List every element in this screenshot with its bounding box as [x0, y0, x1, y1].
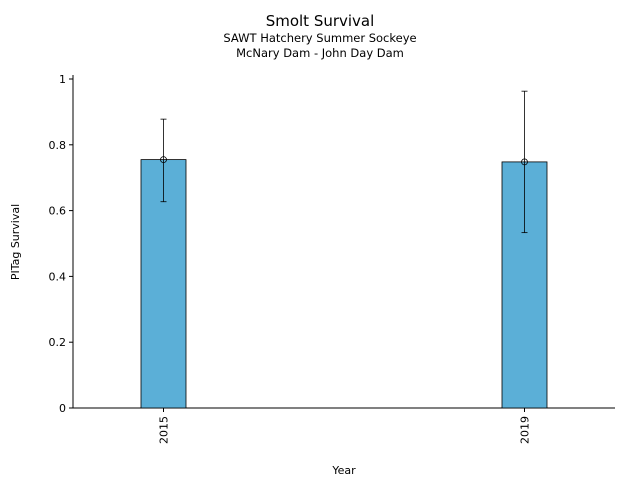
- point-marker-2019: [521, 158, 528, 166]
- chart-subtitle-line-1: SAWT Hatchery Summer Sockeye: [223, 31, 417, 45]
- x-tick-label-2019: 2019: [519, 416, 532, 444]
- chart-title: Smolt Survival: [265, 12, 375, 30]
- y-tick-label: 0.8: [49, 139, 67, 152]
- point-marker-2015: [160, 156, 167, 164]
- y-tick-label: 0.6: [49, 205, 67, 218]
- y-tick-label: 0: [59, 402, 66, 415]
- y-tick-label: 0.2: [49, 336, 67, 349]
- y-axis-label: PITag Survival: [9, 204, 22, 280]
- chart-subtitle-line-2: McNary Dam - John Day Dam: [236, 46, 404, 60]
- y-tick-label: 0.4: [49, 270, 67, 283]
- x-axis-label: Year: [331, 464, 356, 477]
- x-tick-label-2015: 2015: [158, 416, 171, 444]
- y-tick-label: 1: [59, 73, 66, 86]
